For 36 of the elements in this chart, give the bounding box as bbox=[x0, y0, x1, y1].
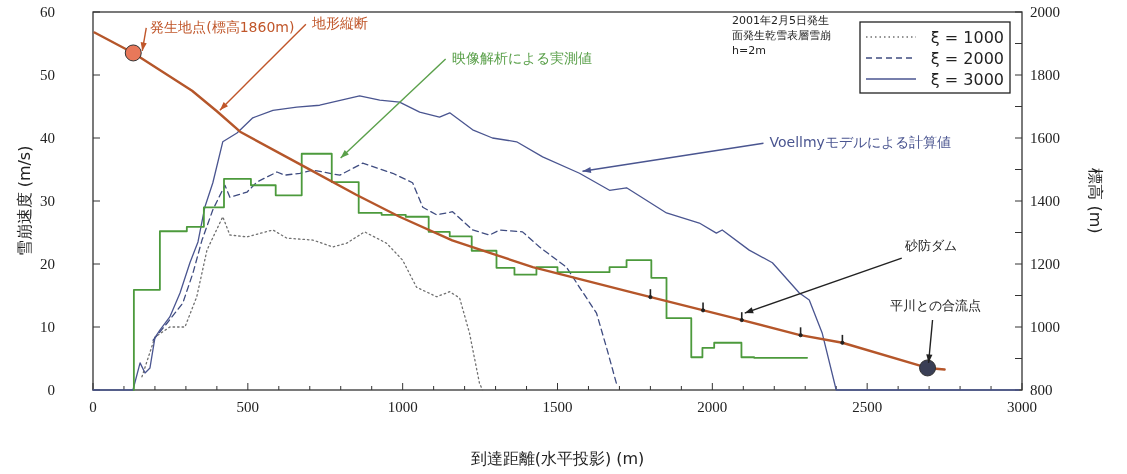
x-tick-label: 2000 bbox=[697, 399, 728, 415]
y-tick-label: 30 bbox=[40, 193, 55, 209]
y-tick-label: 60 bbox=[40, 4, 55, 20]
x-tick-label: 0 bbox=[89, 399, 97, 415]
y2-tick-label: 1200 bbox=[1030, 256, 1060, 272]
annotation: 2001年2月5日発生 bbox=[732, 14, 829, 27]
x-tick-label: 1500 bbox=[542, 399, 573, 415]
y-tick-label: 20 bbox=[40, 256, 55, 272]
y2-tick-label: 1800 bbox=[1030, 67, 1060, 83]
y2-tick-label: 1000 bbox=[1030, 319, 1060, 335]
y-tick-label: 0 bbox=[47, 382, 55, 398]
legend-label: ξ = 2000 bbox=[930, 49, 1004, 68]
y-axis-title: 雪崩速度 (m/s) bbox=[15, 145, 34, 257]
y2-axis-title: 標高 (m) bbox=[1086, 168, 1105, 234]
legend-label: ξ = 1000 bbox=[930, 28, 1004, 47]
x-tick-label: 500 bbox=[236, 399, 260, 415]
annotation: 砂防ダム bbox=[903, 238, 957, 254]
y2-tick-label: 2000 bbox=[1030, 4, 1060, 20]
y-tick-label: 40 bbox=[40, 130, 55, 146]
annotation: 面発生乾雪表層雪崩 bbox=[732, 29, 831, 42]
annotation: Voellmyモデルによる計算値 bbox=[769, 134, 951, 151]
y2-tick-label: 1600 bbox=[1030, 130, 1060, 146]
x-tick-label: 1000 bbox=[387, 399, 418, 415]
y2-tick-label: 1400 bbox=[1030, 193, 1060, 209]
x-tick-label: 3000 bbox=[1007, 399, 1037, 415]
annotation: 発生地点(標高1860m) bbox=[150, 18, 295, 35]
y-tick-label: 50 bbox=[40, 67, 55, 83]
y-tick-label: 10 bbox=[40, 319, 55, 335]
x-axis-title: 到達距離(水平投影) (m) bbox=[470, 449, 645, 468]
annotation: 映像解析による実測値 bbox=[451, 50, 592, 67]
annotation: 平川との合流点 bbox=[890, 297, 982, 313]
x-tick-label: 2500 bbox=[852, 399, 883, 415]
annotation: h=2m bbox=[732, 44, 766, 57]
y2-tick-label: 800 bbox=[1030, 382, 1053, 398]
annotation: 地形縦断 bbox=[310, 15, 368, 32]
legend-label: ξ = 3000 bbox=[930, 70, 1004, 89]
